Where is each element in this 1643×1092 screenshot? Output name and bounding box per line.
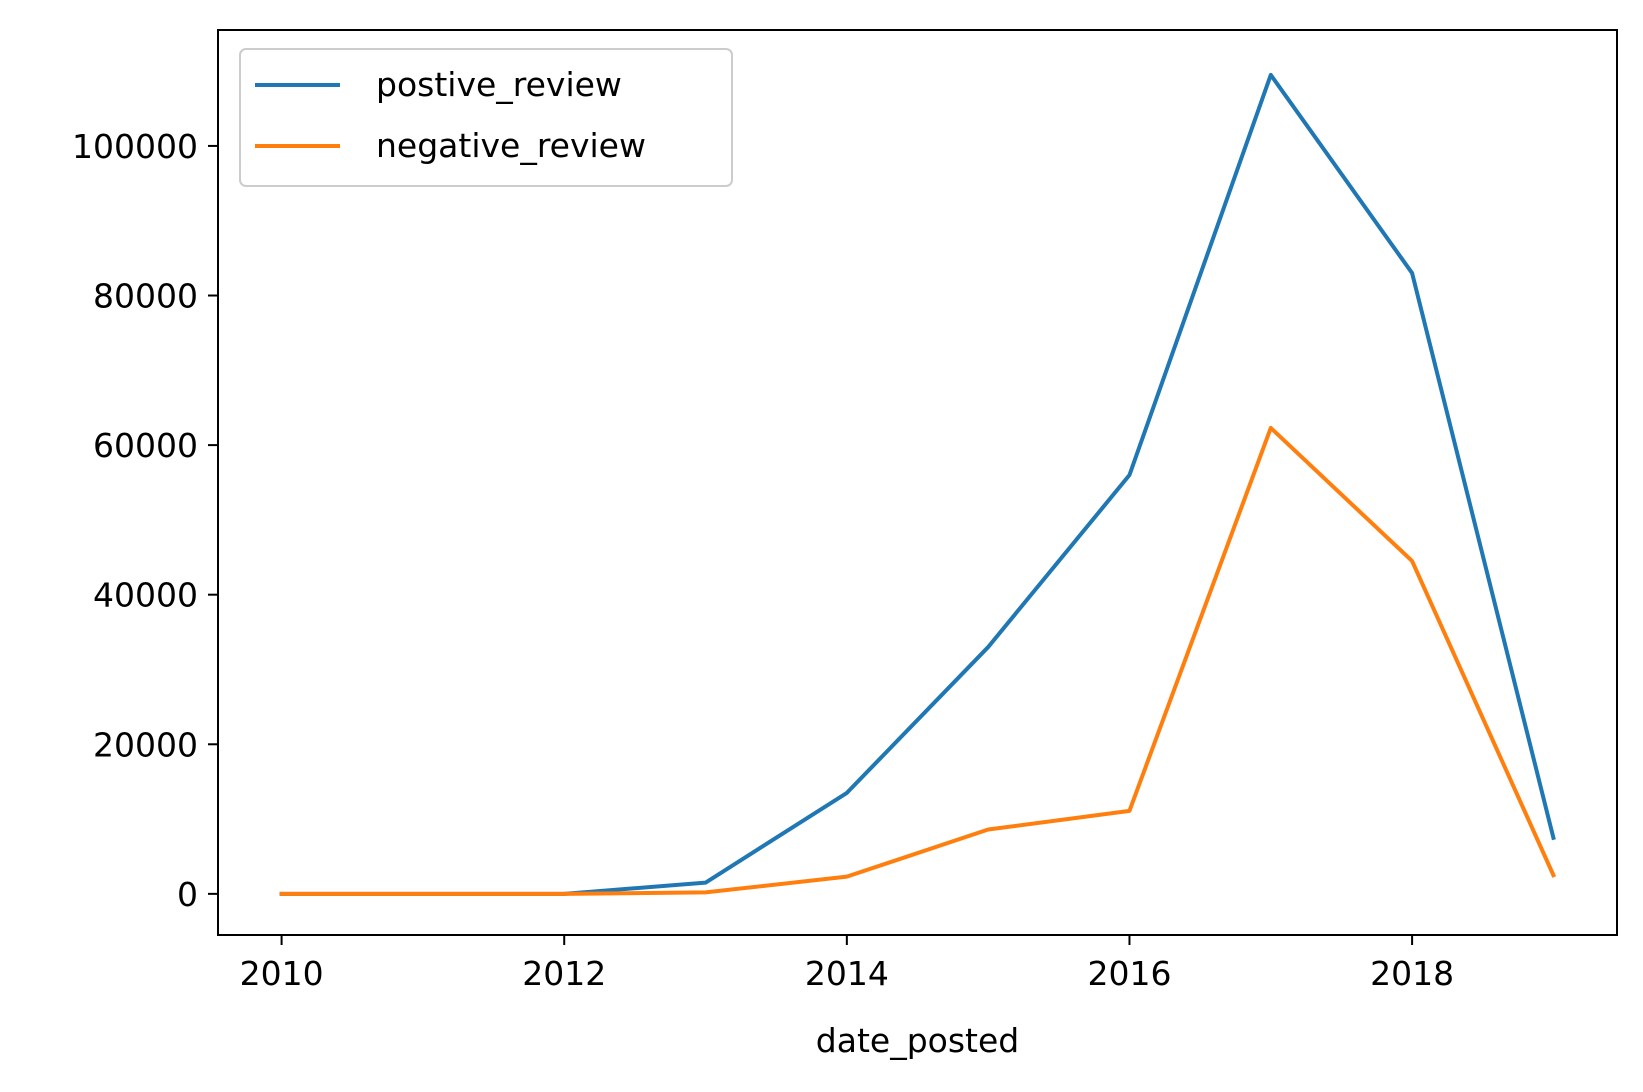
y-tick-label: 0 bbox=[177, 875, 198, 914]
x-axis-ticks: 2010 2012 2014 2016 2018 bbox=[240, 935, 1454, 993]
legend-label: negative_review bbox=[376, 126, 646, 165]
legend-frame bbox=[239, 48, 733, 187]
x-tick-label: 2018 bbox=[1370, 954, 1454, 993]
plot-area-frame bbox=[217, 29, 1618, 936]
y-tick-label: 60000 bbox=[93, 426, 198, 465]
y-tick-label: 40000 bbox=[93, 576, 198, 615]
y-axis-ticks: 0 20000 40000 60000 80000 100000 bbox=[72, 127, 218, 914]
legend-label: postive_review bbox=[376, 65, 622, 104]
series-line-postive_review bbox=[279, 72, 1556, 896]
x-tick-label: 2014 bbox=[805, 954, 889, 993]
x-tick-label: 2012 bbox=[522, 954, 606, 993]
y-tick-label: 80000 bbox=[93, 277, 198, 316]
x-tick-label: 2010 bbox=[240, 954, 324, 993]
x-axis-label: date_posted bbox=[816, 1021, 1019, 1060]
series-line-negative_review bbox=[279, 425, 1557, 896]
y-tick-label: 20000 bbox=[93, 725, 198, 764]
legend: postive_review negative_review bbox=[239, 48, 733, 187]
x-tick-label: 2016 bbox=[1087, 954, 1171, 993]
y-tick-label: 100000 bbox=[72, 127, 198, 166]
series-lines bbox=[279, 72, 1557, 896]
